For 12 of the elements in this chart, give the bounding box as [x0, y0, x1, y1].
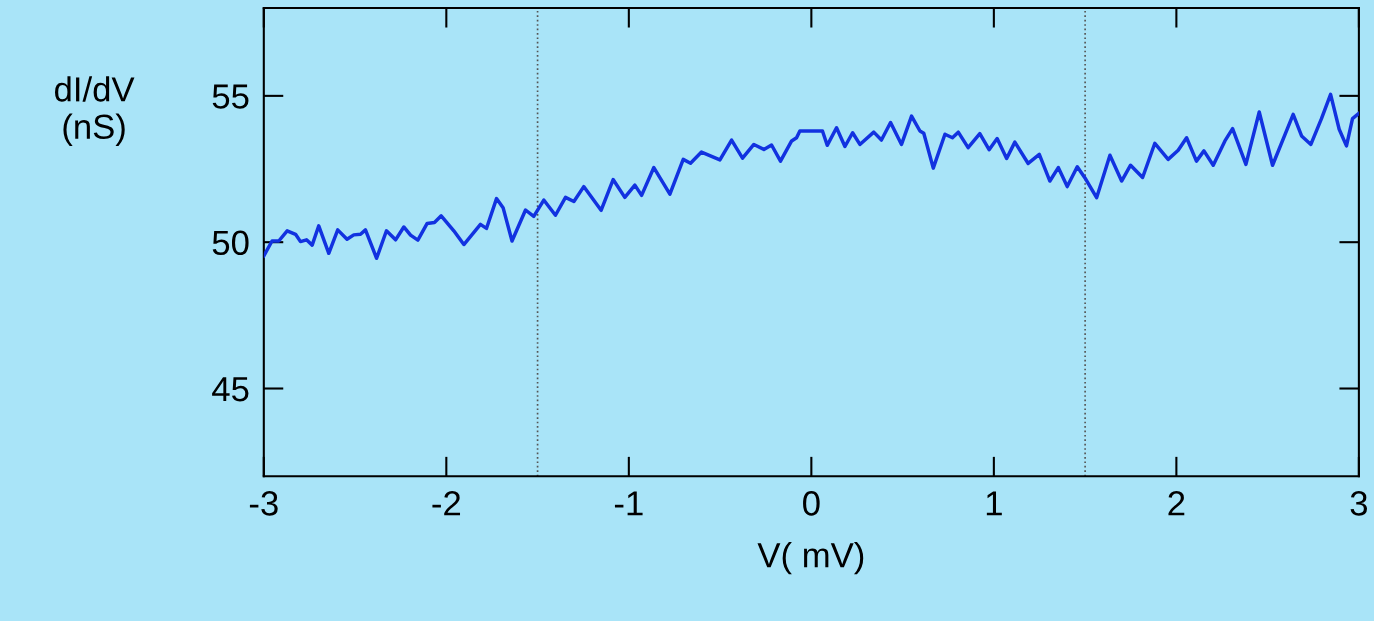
x-tick-label: 3 [1350, 491, 1368, 516]
x-tick-label: 1 [986, 491, 1002, 516]
x-tick-label: -2 [432, 491, 461, 516]
y-axis-title: dI/dV (nS) [54, 76, 135, 146]
x-axis-title: V( mV) [757, 542, 864, 575]
y-tick-label: 50 [212, 230, 249, 256]
x-tick-label: -1 [614, 491, 643, 516]
x-tick-label: 0 [803, 491, 820, 516]
x-tick-label: 2 [1168, 491, 1185, 516]
x-tick-label: -3 [249, 491, 278, 516]
y-tick-label: 45 [212, 377, 249, 402]
y-tick-label: 55 [212, 84, 249, 109]
